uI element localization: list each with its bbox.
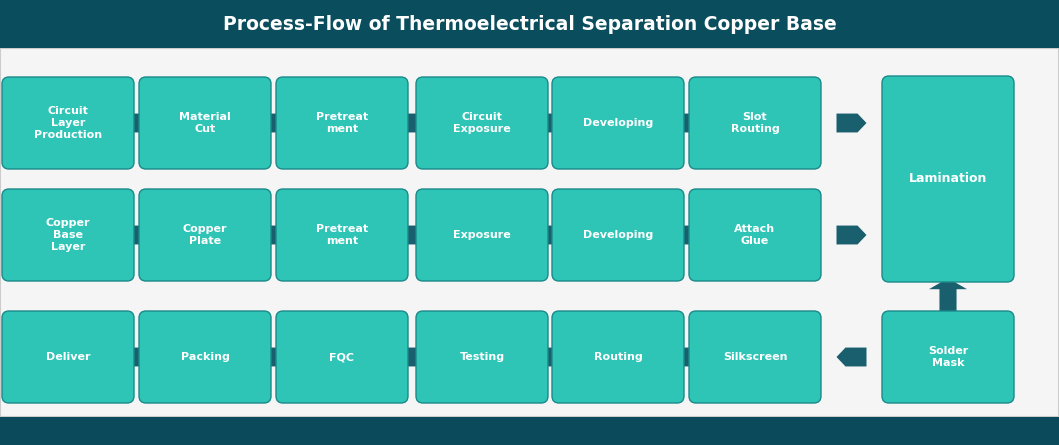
- Text: Circuit
Exposure: Circuit Exposure: [453, 112, 510, 134]
- Polygon shape: [535, 226, 566, 244]
- FancyBboxPatch shape: [689, 189, 821, 281]
- Bar: [0, 417, 1059, 445]
- Text: Pretreat
ment: Pretreat ment: [316, 112, 369, 134]
- FancyBboxPatch shape: [276, 77, 408, 169]
- Polygon shape: [258, 226, 288, 244]
- Polygon shape: [837, 348, 866, 366]
- FancyBboxPatch shape: [139, 77, 271, 169]
- Bar: [0, 48, 1059, 417]
- Polygon shape: [671, 226, 701, 244]
- Polygon shape: [671, 113, 701, 133]
- Polygon shape: [122, 348, 151, 366]
- Polygon shape: [671, 348, 701, 366]
- Text: Pretreat
ment: Pretreat ment: [316, 224, 369, 246]
- FancyBboxPatch shape: [689, 311, 821, 403]
- FancyBboxPatch shape: [416, 311, 548, 403]
- Polygon shape: [837, 113, 866, 133]
- Text: Testing: Testing: [460, 352, 504, 362]
- FancyBboxPatch shape: [552, 77, 684, 169]
- Text: Attach
Glue: Attach Glue: [735, 224, 775, 246]
- Text: Circuit
Layer
Production: Circuit Layer Production: [34, 106, 102, 140]
- FancyBboxPatch shape: [552, 311, 684, 403]
- Polygon shape: [397, 226, 427, 244]
- FancyBboxPatch shape: [139, 189, 271, 281]
- FancyBboxPatch shape: [2, 189, 134, 281]
- Text: Developing: Developing: [582, 230, 653, 240]
- Text: FQC: FQC: [329, 352, 355, 362]
- Text: Copper
Plate: Copper Plate: [183, 224, 228, 246]
- Polygon shape: [122, 113, 151, 133]
- FancyBboxPatch shape: [2, 311, 134, 403]
- Text: Developing: Developing: [582, 118, 653, 128]
- Text: Deliver: Deliver: [46, 352, 90, 362]
- Polygon shape: [535, 113, 566, 133]
- Polygon shape: [837, 226, 866, 244]
- FancyBboxPatch shape: [689, 77, 821, 169]
- Polygon shape: [397, 113, 427, 133]
- FancyBboxPatch shape: [882, 76, 1015, 282]
- Text: Routing: Routing: [594, 352, 643, 362]
- FancyBboxPatch shape: [416, 189, 548, 281]
- FancyBboxPatch shape: [416, 77, 548, 169]
- Text: Material
Cut: Material Cut: [179, 112, 231, 134]
- FancyBboxPatch shape: [2, 77, 134, 169]
- Text: Exposure: Exposure: [453, 230, 510, 240]
- FancyBboxPatch shape: [882, 311, 1015, 403]
- Polygon shape: [258, 348, 288, 366]
- FancyBboxPatch shape: [139, 311, 271, 403]
- Text: Solder
Mask: Solder Mask: [928, 346, 968, 368]
- Text: Packing: Packing: [181, 352, 230, 362]
- Bar: [0, 0, 1059, 48]
- Text: Slot
Routing: Slot Routing: [731, 112, 779, 134]
- Text: Copper
Base
Layer: Copper Base Layer: [46, 218, 90, 251]
- Text: Lamination: Lamination: [909, 173, 987, 186]
- Polygon shape: [535, 348, 566, 366]
- Text: Process-Flow of Thermoelectrical Separation Copper Base: Process-Flow of Thermoelectrical Separat…: [222, 15, 837, 33]
- Polygon shape: [122, 226, 151, 244]
- Polygon shape: [929, 278, 967, 315]
- Polygon shape: [258, 113, 288, 133]
- FancyBboxPatch shape: [276, 189, 408, 281]
- FancyBboxPatch shape: [552, 189, 684, 281]
- Text: Silkscreen: Silkscreen: [722, 352, 787, 362]
- FancyBboxPatch shape: [276, 311, 408, 403]
- Polygon shape: [397, 348, 427, 366]
